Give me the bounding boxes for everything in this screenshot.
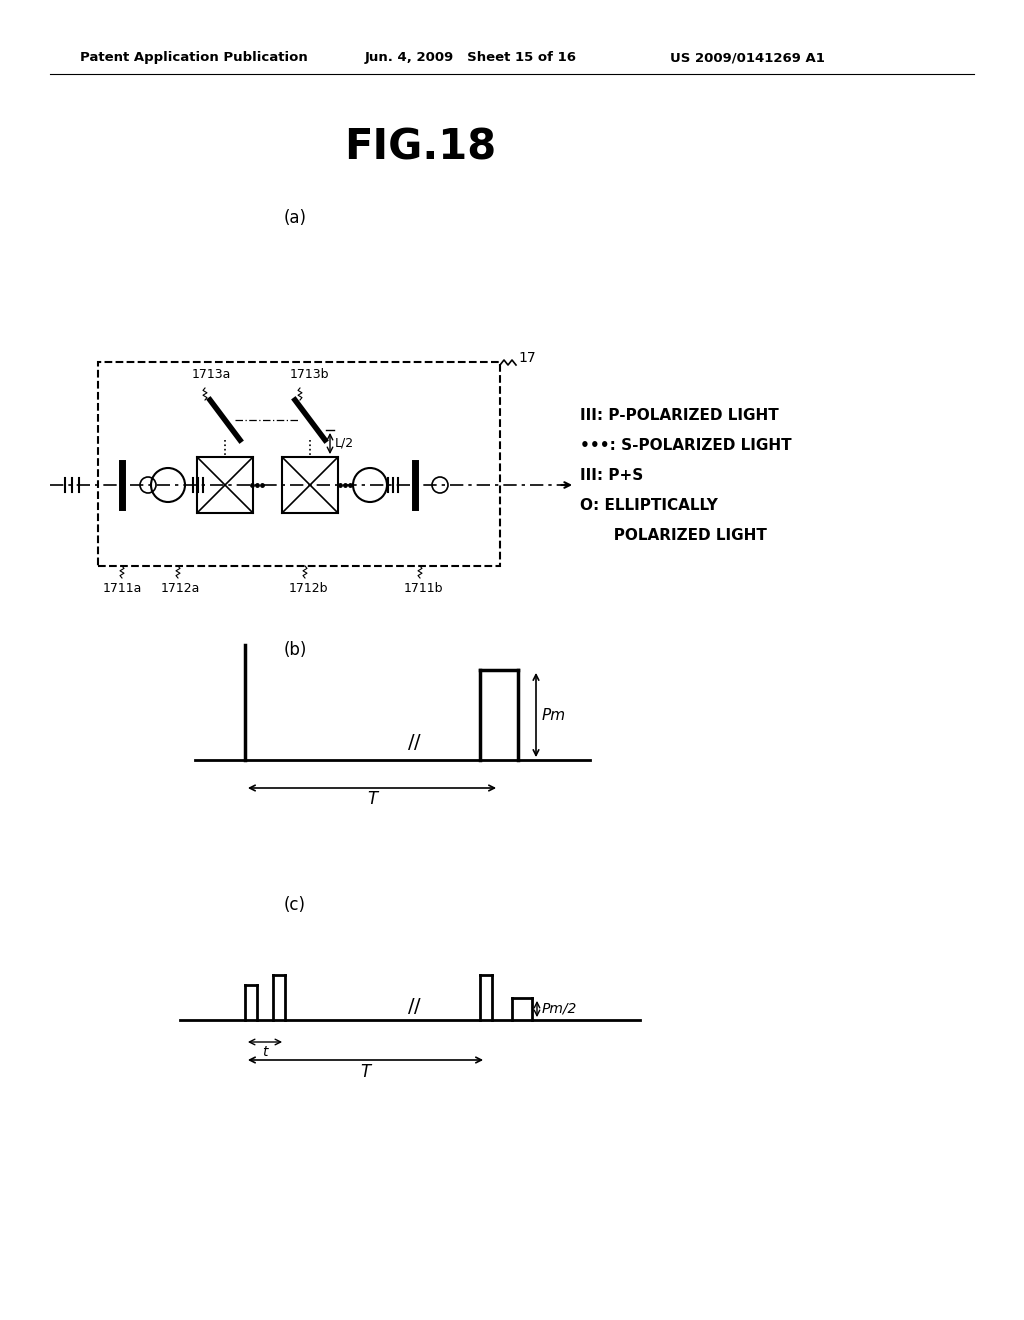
Text: Patent Application Publication: Patent Application Publication (80, 51, 308, 65)
Text: (b): (b) (284, 642, 306, 659)
Text: 1712b: 1712b (288, 582, 328, 595)
Text: O: ELLIPTICALLY: O: ELLIPTICALLY (580, 498, 718, 512)
Text: 17: 17 (518, 351, 536, 366)
Text: Pm: Pm (542, 708, 566, 722)
Bar (98, 362, 500, 566)
Text: 1711a: 1711a (102, 582, 141, 595)
Text: •••: S-POLARIZED LIGHT: •••: S-POLARIZED LIGHT (580, 437, 792, 453)
Text: Jun. 4, 2009   Sheet 15 of 16: Jun. 4, 2009 Sheet 15 of 16 (365, 51, 577, 65)
Text: FIG.18: FIG.18 (344, 127, 496, 169)
Text: (c): (c) (284, 896, 306, 913)
Text: POLARIZED LIGHT: POLARIZED LIGHT (598, 528, 767, 543)
Bar (197, 457, 253, 513)
Text: L/2: L/2 (335, 437, 354, 450)
Text: T: T (367, 789, 377, 808)
Text: 1712a: 1712a (161, 582, 200, 595)
Text: III: P+S: III: P+S (580, 467, 643, 483)
Bar (282, 457, 338, 513)
Text: Pm/2: Pm/2 (542, 1002, 578, 1016)
Text: T: T (360, 1063, 370, 1081)
Text: $\mathit{//}$: $\mathit{//}$ (408, 733, 423, 752)
Text: III: P-POLARIZED LIGHT: III: P-POLARIZED LIGHT (580, 408, 778, 422)
Text: t: t (262, 1045, 267, 1059)
Text: $\mathit{//}$: $\mathit{//}$ (408, 997, 423, 1016)
Text: 1711b: 1711b (403, 582, 442, 595)
Text: US 2009/0141269 A1: US 2009/0141269 A1 (670, 51, 825, 65)
Text: 1713b: 1713b (290, 368, 330, 381)
Text: (a): (a) (284, 209, 306, 227)
Text: 1713a: 1713a (193, 368, 231, 381)
